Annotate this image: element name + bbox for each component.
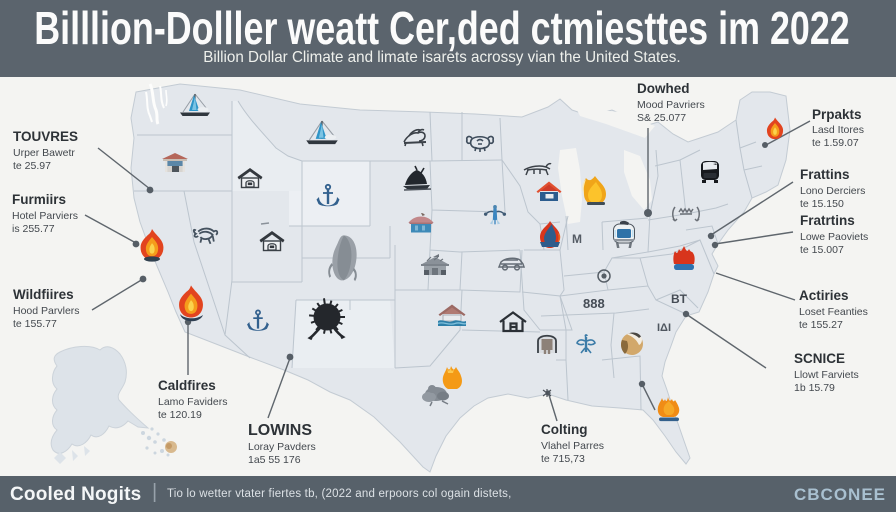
svg-text:888: 888 (583, 296, 605, 311)
svg-text:BT: BT (671, 292, 688, 306)
svg-text:M: M (572, 232, 582, 246)
svg-text:IΔI: IΔI (657, 322, 671, 334)
